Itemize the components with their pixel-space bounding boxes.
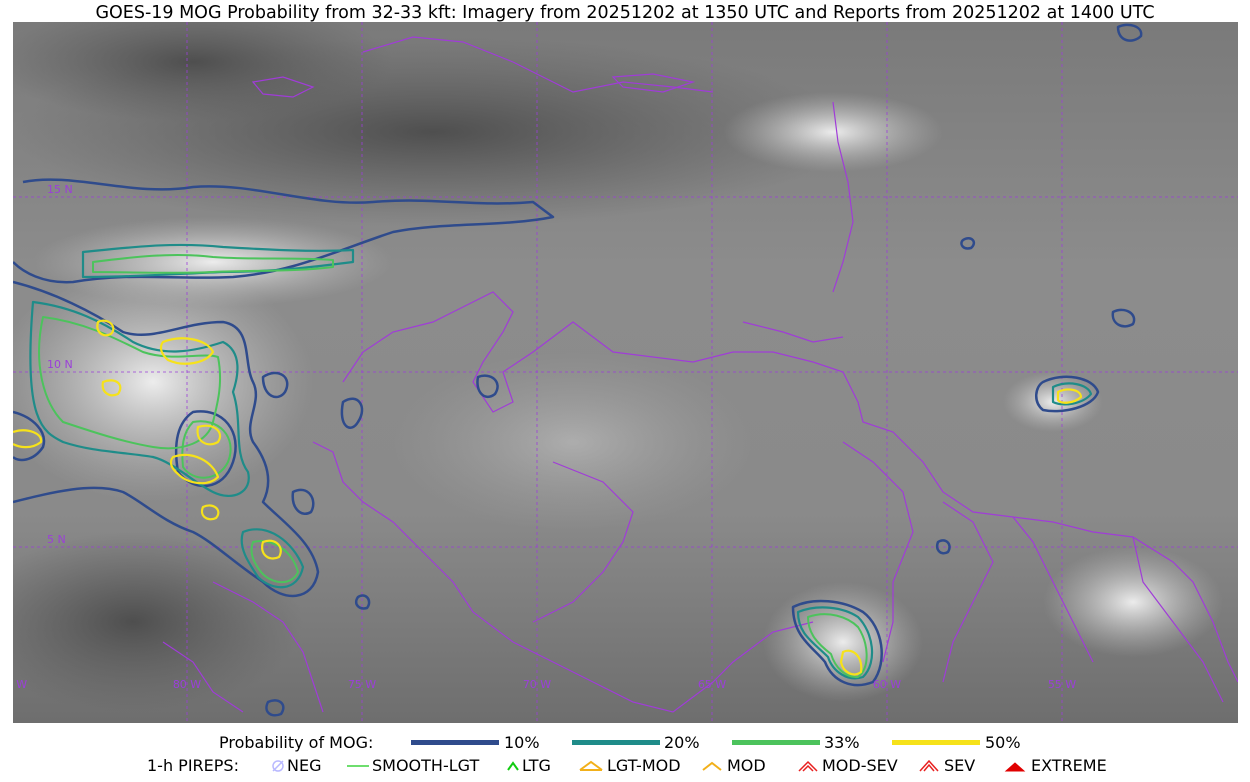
pirep-label-ltg: LTG <box>522 756 551 775</box>
lon-labels: 85 W 80 W 75 W 70 W 65 W 60 W 55 W <box>13 678 1076 691</box>
lon-label-75w: 75 W <box>348 678 376 691</box>
legend-swatch-20 <box>572 740 660 745</box>
lat-label-5n: 5 N <box>47 533 66 546</box>
legend-level-33: 33% <box>824 733 860 752</box>
pirep-label-mod: MOD <box>727 756 766 775</box>
legend-swatch-10 <box>411 740 499 745</box>
pirep-label-smooth-lgt: SMOOTH-LGT <box>372 756 480 775</box>
pirep-label-sev: SEV <box>944 756 976 775</box>
lat-label-15n: 15 N <box>47 183 73 196</box>
legend-swatch-33 <box>732 740 820 745</box>
pirep-label-neg: NEG <box>287 756 322 775</box>
lat-label-10n: 10 N <box>47 358 73 371</box>
lon-label-80w: 80 W <box>173 678 201 691</box>
ltg-pirep-icon <box>507 761 519 771</box>
lon-label-55w: 55 W <box>1048 678 1076 691</box>
mod-sev-pirep-icon <box>798 760 818 772</box>
contour-20pct <box>29 243 1093 680</box>
probability-legend-label: Probability of MOG: <box>219 733 374 752</box>
sev-pirep-icon <box>919 759 939 772</box>
page-title: GOES-19 MOG Probability from 32-33 kft: … <box>95 3 1155 23</box>
probability-legend: Probability of MOG: 10% 20% 33% 50% <box>0 733 1250 755</box>
smooth-lgt-pirep-icon <box>347 765 369 767</box>
lon-label-60w: 60 W <box>873 678 901 691</box>
contour-33pct <box>38 253 868 679</box>
neg-pirep-icon <box>272 760 284 772</box>
pirep-label-lgt-mod: LGT-MOD <box>607 756 681 775</box>
satellite-map: 15 N 10 N 5 N 85 W 80 W 75 W 70 W 65 W 6… <box>13 22 1238 723</box>
legend-level-10: 10% <box>504 733 540 752</box>
cloud-areas <box>13 92 1223 702</box>
lgt-mod-pirep-icon <box>579 760 603 771</box>
extreme-pirep-icon <box>1004 762 1026 772</box>
legend-swatch-50 <box>892 740 980 745</box>
contour-50pct <box>13 319 1083 676</box>
legend-level-20: 20% <box>664 733 700 752</box>
mod-pirep-icon <box>702 761 722 771</box>
pirep-label-extreme: EXTREME <box>1031 756 1107 775</box>
pirep-legend: 1-h PIREPS: NEG SMOOTH-LGT LTG LGT-MOD M… <box>0 756 1250 778</box>
lon-label-65w: 65 W <box>698 678 726 691</box>
legend-level-50: 50% <box>985 733 1021 752</box>
mog-contours <box>13 23 1143 717</box>
lon-label-70w: 70 W <box>523 678 551 691</box>
pirep-label-mod-sev: MOD-SEV <box>822 756 898 775</box>
lat-labels: 15 N 10 N 5 N <box>47 183 73 546</box>
lon-label-85w: 85 W <box>13 678 27 691</box>
coastlines <box>162 36 1238 713</box>
pirep-legend-label: 1-h PIREPS: <box>147 756 239 775</box>
